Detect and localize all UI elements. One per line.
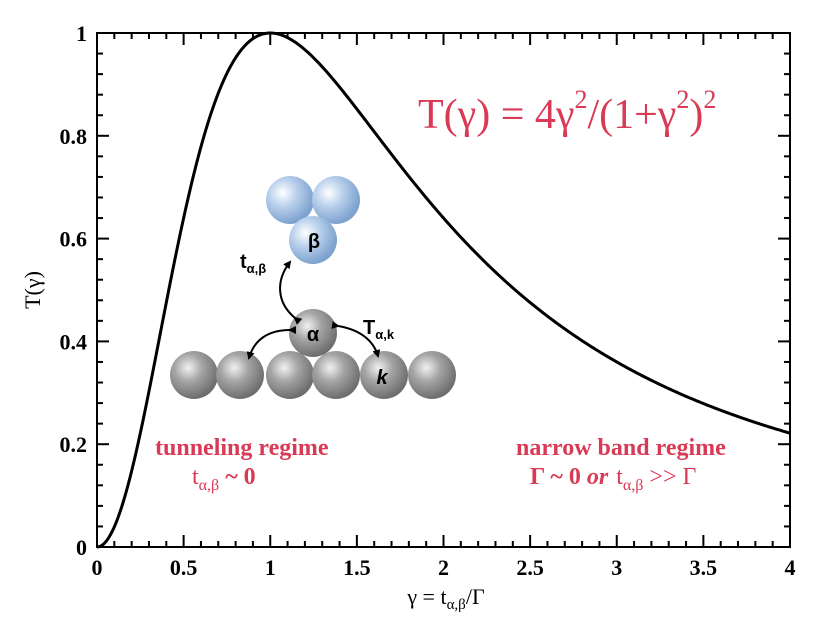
tunneling-regime-condition: tα,β ~ 0 [192,464,256,494]
beta-label: β [308,231,320,253]
substrate-atom [170,351,218,399]
series-line-transmission [96,31,791,549]
x-tick-label: 1.5 [343,555,371,580]
y-axis-title: T(γ) [20,271,45,309]
x-tick-label: 1 [265,555,276,580]
beta-atom [289,216,337,264]
x-tick-label: 2.5 [516,555,544,580]
k-label: k [376,367,388,389]
t-alpha-beta-label: tα,β [240,251,266,276]
y-tick-label: 0.6 [60,227,88,252]
blue-atom [266,176,314,224]
substrate-atom [408,351,456,399]
x-axis-title: γ = tα,β/Γ [406,584,485,613]
blue-atom [312,176,360,224]
x-tick-label: 4 [785,555,796,580]
substrate-atom [266,351,314,399]
hopping-arrow-alpha-k [331,321,381,358]
narrow-band-regime-title: narrow band regime [516,435,726,461]
hopping-arrow-alpha-beta [279,260,303,325]
x-tick-label: 0 [92,555,103,580]
alpha-label: α [307,324,320,346]
y-tick-label: 0 [76,535,87,560]
y-tick-label: 1 [76,21,87,46]
y-tick-label: 0.4 [60,329,88,354]
x-tick-label: 3 [611,555,622,580]
x-tick-label: 3.5 [690,555,718,580]
tunneling-regime-title: tunneling regime [155,435,329,461]
narrow-band-regime-condition: Γ ~ 0 or tα,β >> Γ [530,464,696,494]
T-alpha-k-label: Tα,k [363,317,395,342]
y-tick-label: 0.8 [60,124,88,149]
axis-tick-labels: 0 0.5 1 1.5 2 2.5 3 3.5 4 0 0.2 0.4 0.6 0.8 1 [60,21,796,580]
y-tick-label: 0.2 [60,432,88,457]
hopping-arrow-alpha-left [246,325,297,360]
x-tick-label: 0.5 [170,555,198,580]
substrate-atom [216,351,264,399]
k-atom [360,351,408,399]
substrate-atom [312,351,360,399]
x-tick-label: 2 [438,555,449,580]
formula-annotation: T(γ) = 4γ2/(1+γ2)2 [418,85,716,138]
atom-illustration: β k α tα,β Tα,k [170,176,456,399]
